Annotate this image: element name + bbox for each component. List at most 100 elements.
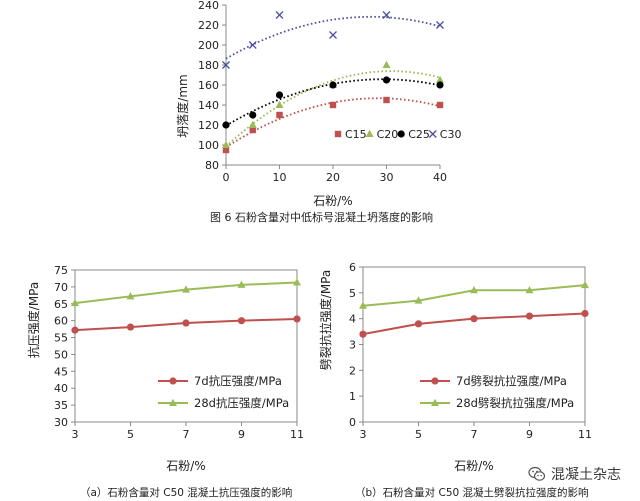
- y-axis-label: 坍落度/mm: [175, 74, 190, 137]
- data-point: [382, 76, 391, 84]
- legend-label: C25: [408, 128, 430, 141]
- y-tick-label: 100: [198, 139, 219, 152]
- y-tick-label: 60: [54, 315, 68, 328]
- data-point: [222, 121, 230, 129]
- data-point: [182, 285, 190, 293]
- x-tick-label: 5: [127, 428, 134, 441]
- data-point: [248, 120, 257, 128]
- x-tick-label: 7: [183, 428, 190, 441]
- data-point: [248, 41, 257, 49]
- y-tick-label: 1: [349, 390, 356, 403]
- y-tick-label: 4: [349, 313, 356, 326]
- data-point: [525, 286, 534, 294]
- series-C25: [222, 76, 444, 129]
- data-point: [249, 111, 257, 119]
- data-point: [237, 280, 246, 288]
- data-point: [436, 101, 444, 109]
- data-point: [222, 140, 230, 148]
- y-axis-label: 劈裂抗拉强度/MPa: [318, 270, 333, 370]
- figure-caption: （a）石粉含量对 C50 混凝土抗压强度的影响: [80, 486, 292, 499]
- series-28d劈裂抗拉强度/MPa: [359, 280, 589, 309]
- legend: C15 C20 C25 C30: [334, 128, 461, 141]
- data-point: [222, 61, 230, 69]
- legend-label: 28d抗压强度/MPa: [194, 396, 289, 410]
- legend-marker: [169, 398, 177, 406]
- figure-caption: 图 6 石粉含量对中低标号混凝土坍落度的影响: [210, 210, 433, 224]
- data-point: [71, 326, 79, 334]
- wechat-icon: [528, 466, 546, 481]
- y-tick-label: 65: [54, 298, 68, 311]
- legend-marker: [431, 398, 439, 406]
- y-tick-label: 45: [54, 365, 68, 378]
- data-point: [329, 31, 337, 39]
- data-point: [293, 278, 301, 286]
- data-point: [382, 60, 391, 68]
- data-point: [275, 100, 284, 108]
- watermark: 混凝土杂志: [528, 465, 621, 483]
- data-point: [222, 146, 230, 154]
- legend-label: 7d抗压强度/MPa: [194, 374, 282, 388]
- data-point: [470, 315, 478, 323]
- data-point: [126, 323, 135, 331]
- x-tick-label: 40: [433, 171, 447, 184]
- legend-marker: [397, 130, 405, 138]
- figure-caption: （b）石粉含量对 C50 混凝土劈裂抗拉强度的影响: [355, 486, 589, 499]
- data-point: [436, 21, 444, 29]
- y-tick-label: 40: [54, 382, 68, 395]
- y-tick-label: 3: [349, 339, 356, 352]
- legend: 7d抗压强度/MPa 28d抗压强度/MPa: [158, 374, 289, 410]
- data-point: [470, 286, 478, 294]
- y-tick-label: 200: [198, 39, 219, 52]
- data-point: [383, 96, 390, 104]
- y-tick-label: 70: [54, 281, 68, 294]
- legend-marker: [334, 130, 342, 138]
- data-point: [382, 11, 391, 19]
- y-tick-label: 180: [198, 59, 219, 72]
- y-tick-label: 120: [198, 119, 219, 132]
- x-tick-label: 11: [290, 428, 304, 441]
- legend-marker: [365, 129, 374, 137]
- legend-label: C15: [345, 128, 367, 141]
- y-tick-label: 30: [54, 416, 68, 429]
- watermark-text: 混凝土杂志: [551, 467, 621, 483]
- series-C30: [222, 11, 444, 69]
- legend-label: C20: [377, 128, 399, 141]
- x-axis-label: 石粉/%: [313, 194, 352, 208]
- x-tick-label: 10: [273, 171, 287, 184]
- y-tick-label: 240: [198, 0, 219, 12]
- y-tick-label: 35: [54, 399, 68, 412]
- data-point: [329, 101, 337, 109]
- x-tick-label: 5: [415, 428, 422, 441]
- data-point: [525, 312, 534, 320]
- legend-marker: [169, 377, 177, 385]
- x-tick-label: 0: [223, 171, 230, 184]
- legend: 7d劈裂抗拉强度/MPa 28d劈裂抗拉强度/MPa: [420, 374, 574, 410]
- legend-label: 7d劈裂抗拉强度/MPa: [456, 374, 567, 388]
- data-point: [414, 296, 423, 304]
- y-tick-label: 0: [349, 416, 356, 429]
- series-7d抗压强度/MPa: [71, 315, 301, 334]
- series-7d劈裂抗拉强度/MPa: [359, 309, 589, 338]
- y-tick-label: 80: [205, 159, 219, 172]
- data-point: [275, 91, 284, 99]
- x-tick-label: 9: [238, 428, 245, 441]
- data-point: [329, 81, 337, 89]
- data-point: [359, 301, 367, 309]
- y-tick-label: 5: [349, 287, 356, 300]
- data-point: [249, 126, 256, 134]
- legend-marker: [428, 130, 437, 138]
- x-tick-label: 20: [326, 171, 340, 184]
- chart-1: 80 100 120 140 160 180 200 220 240 0 10 20 30 40 石粉/% 坍…: [175, 0, 461, 224]
- trendline: [225, 78, 441, 127]
- data-point: [71, 298, 79, 307]
- x-tick-label: 3: [72, 428, 79, 441]
- series-C15: [222, 96, 444, 154]
- y-tick-label: 220: [198, 19, 219, 32]
- y-tick-label: 140: [198, 99, 219, 112]
- x-axis-label: 石粉/%: [454, 459, 493, 473]
- y-tick-label: 6: [349, 261, 356, 274]
- data-point: [237, 317, 246, 325]
- trendline: [225, 15, 441, 60]
